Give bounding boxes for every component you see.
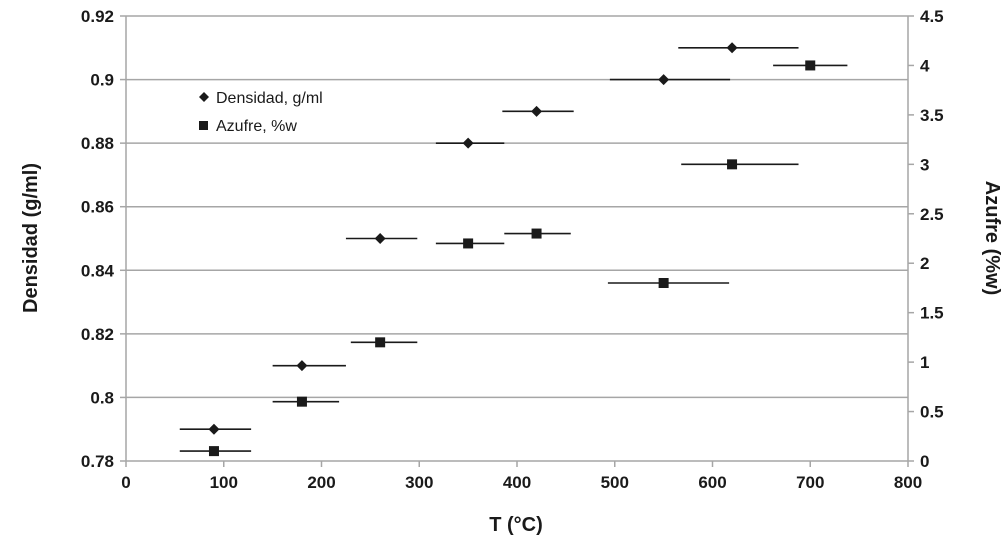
y-left-tick-label: 0.84: [81, 261, 115, 280]
y-axis-right-title: Azufre (%w): [981, 181, 1003, 295]
x-axis-title: T (°C): [489, 514, 543, 536]
legend-label-densidad: Densidad, g/ml: [216, 90, 323, 107]
y-left-tick-label: 0.88: [81, 134, 114, 153]
data-point-square: [208, 446, 219, 457]
x-tick-label: 700: [796, 473, 824, 492]
data-point-square: [658, 278, 669, 288]
legend-label-azufre: Azufre, %w: [216, 118, 297, 135]
y-right-tick-label: 1: [920, 353, 929, 372]
y-right-tick-label: 4.5: [920, 7, 944, 26]
y-right-tick-label: 0.5: [920, 403, 944, 422]
legend-entry-azufre: Azufre, %w: [199, 118, 297, 135]
y-right-tick-label: 3.5: [920, 106, 944, 125]
data-point-diamond: [658, 74, 670, 86]
data-point-diamond: [531, 105, 543, 117]
data-point-diamond: [726, 42, 738, 54]
legend-marker-square: [199, 121, 208, 130]
y-left-tick-label: 0.78: [81, 452, 114, 471]
series-densidad: [179, 42, 799, 435]
series-azufre: [179, 60, 848, 457]
legend: Densidad, g/ml Azufre, %w: [199, 90, 323, 135]
y-left-tick-label: 0.8: [90, 388, 114, 407]
data-point-diamond: [374, 233, 386, 244]
data-point-diamond: [208, 423, 220, 435]
x-tick-label: 400: [503, 473, 531, 492]
y-right-tick-label: 2: [920, 254, 929, 273]
data-point-square: [727, 159, 738, 170]
x-tick-label: 500: [601, 473, 629, 492]
data-point-square: [463, 238, 474, 249]
x-tick-label: 300: [405, 473, 433, 492]
y-axis-left-title: Densidad (g/ml): [20, 163, 42, 313]
legend-marker-diamond: [199, 92, 209, 102]
points-layer: [179, 42, 848, 457]
data-point-square: [375, 337, 386, 348]
ticks-layer: 0 100 200 300 400 500 600 700 800 0.78 0.8 0.82 0.84…: [81, 7, 944, 492]
y-left-tick-label: 0.86: [81, 198, 114, 217]
x-tick-label: 800: [894, 473, 922, 492]
axes-layer: [125, 16, 909, 462]
y-left-tick-label: 0.92: [81, 7, 114, 26]
data-point-square: [296, 396, 307, 407]
y-right-tick-label: 4: [920, 56, 930, 75]
y-left-tick-label: 0.9: [90, 71, 114, 90]
y-right-tick-label: 3: [920, 155, 929, 174]
x-tick-label: 0: [121, 473, 130, 492]
data-point-square: [531, 228, 542, 239]
y-right-tick-label: 2.5: [920, 205, 944, 224]
x-tick-label: 200: [307, 473, 335, 492]
legend-entry-densidad: Densidad, g/ml: [199, 90, 323, 107]
grid-layer: [126, 15, 908, 399]
y-left-tick-label: 0.82: [81, 325, 114, 344]
y-right-tick-label: 0: [920, 452, 929, 471]
y-right-tick-label: 1.5: [920, 304, 944, 323]
data-point-diamond: [462, 137, 474, 149]
x-tick-label: 600: [698, 473, 726, 492]
data-point-diamond: [296, 360, 308, 372]
x-tick-label: 100: [210, 473, 238, 492]
data-point-square: [805, 60, 816, 71]
